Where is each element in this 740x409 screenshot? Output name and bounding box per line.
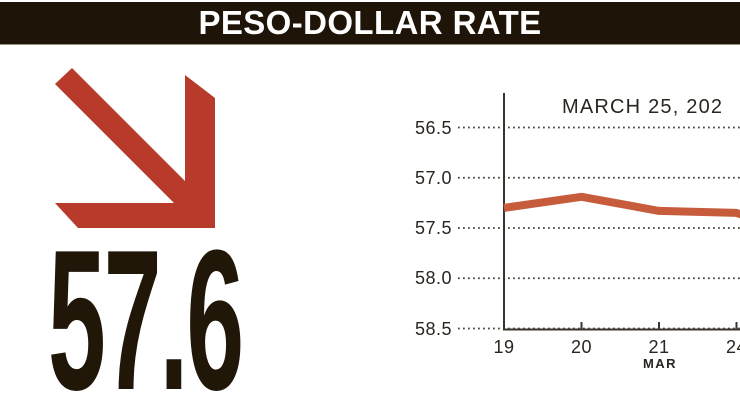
y-tick-label: 57.5 [414, 218, 452, 238]
y-tick-label: 56.5 [414, 117, 452, 138]
y-tick-label: 57.0 [414, 167, 452, 188]
x-axis-label: MAR [642, 356, 678, 371]
down-right-arrow-icon [55, 68, 215, 228]
chart-title: MARCH 25, 202 [562, 96, 724, 118]
arrow-shaft [55, 68, 215, 227]
y-tick-label: 58.0 [414, 268, 452, 289]
x-tick-label: 24 [725, 337, 740, 357]
x-tick-label: 20 [570, 337, 593, 357]
headline-value: 57.6 [48, 208, 242, 409]
y-tick-label: 58.5 [414, 318, 452, 339]
page-title: PESO-DOLLAR RATE [198, 4, 542, 41]
x-tick-label: 21 [648, 337, 670, 357]
arrow-head-vertical-bar [185, 75, 215, 228]
header-bar: PESO-DOLLAR RATE [0, 2, 740, 45]
x-tick-label: 19 [493, 337, 515, 357]
x-axis-ticks [580, 322, 738, 329]
arrow-head-horizontal-bar [55, 203, 215, 228]
rate-line-series [503, 192, 740, 219]
chart-gridlines [458, 126, 740, 330]
